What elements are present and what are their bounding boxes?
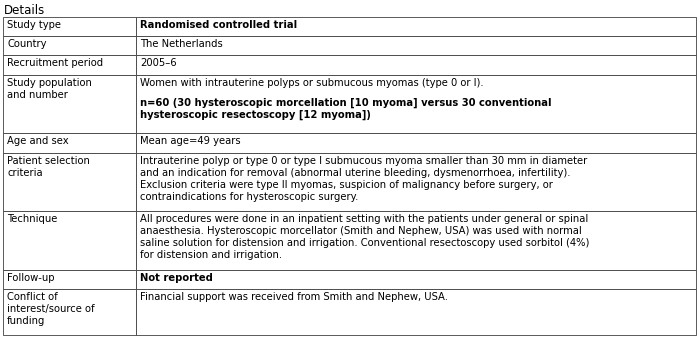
Text: Patient selection
criteria: Patient selection criteria — [7, 155, 90, 178]
Text: Financial support was received from Smith and Nephew, USA.: Financial support was received from Smit… — [140, 292, 448, 302]
Text: Study population
and number: Study population and number — [7, 78, 92, 100]
Bar — [136, 270, 696, 289]
Text: 2005–6: 2005–6 — [140, 58, 177, 68]
Bar — [136, 289, 696, 335]
Text: Intrauterine polyp or type 0 or type I submucous myoma smaller than 30 mm in dia: Intrauterine polyp or type 0 or type I s… — [140, 155, 587, 201]
Text: Follow-up: Follow-up — [7, 273, 55, 283]
Bar — [136, 211, 696, 270]
Bar — [3, 17, 136, 36]
Text: Country: Country — [7, 39, 47, 49]
Bar — [136, 17, 696, 36]
Text: Study type: Study type — [7, 20, 61, 30]
Text: All procedures were done in an inpatient setting with the patients under general: All procedures were done in an inpatient… — [140, 214, 589, 260]
Text: Recruitment period: Recruitment period — [7, 58, 103, 68]
Bar — [3, 270, 136, 289]
Text: Technique: Technique — [7, 214, 57, 224]
Text: Conflict of
interest/source of
funding: Conflict of interest/source of funding — [7, 292, 94, 326]
Text: Randomised controlled trial: Randomised controlled trial — [140, 20, 297, 30]
Bar — [136, 55, 696, 74]
Text: Not reported: Not reported — [140, 273, 213, 283]
Bar — [136, 133, 696, 153]
Bar — [3, 74, 136, 133]
Text: Women with intrauterine polyps or submucous myomas (type 0 or I).: Women with intrauterine polyps or submuc… — [140, 78, 484, 88]
Text: Age and sex: Age and sex — [7, 136, 69, 146]
Bar — [3, 133, 136, 153]
Text: Mean age=49 years: Mean age=49 years — [140, 136, 240, 146]
Bar — [136, 36, 696, 55]
Bar — [136, 153, 696, 211]
Text: Details: Details — [4, 4, 45, 17]
Text: The Netherlands: The Netherlands — [140, 39, 223, 49]
Bar — [3, 211, 136, 270]
Text: n=60 (30 hysteroscopic morcellation [10 myoma] versus 30 conventional
hysterosco: n=60 (30 hysteroscopic morcellation [10 … — [140, 97, 552, 120]
Bar — [136, 74, 696, 133]
Bar — [3, 289, 136, 335]
Bar — [3, 153, 136, 211]
Bar — [3, 55, 136, 74]
Bar — [3, 36, 136, 55]
